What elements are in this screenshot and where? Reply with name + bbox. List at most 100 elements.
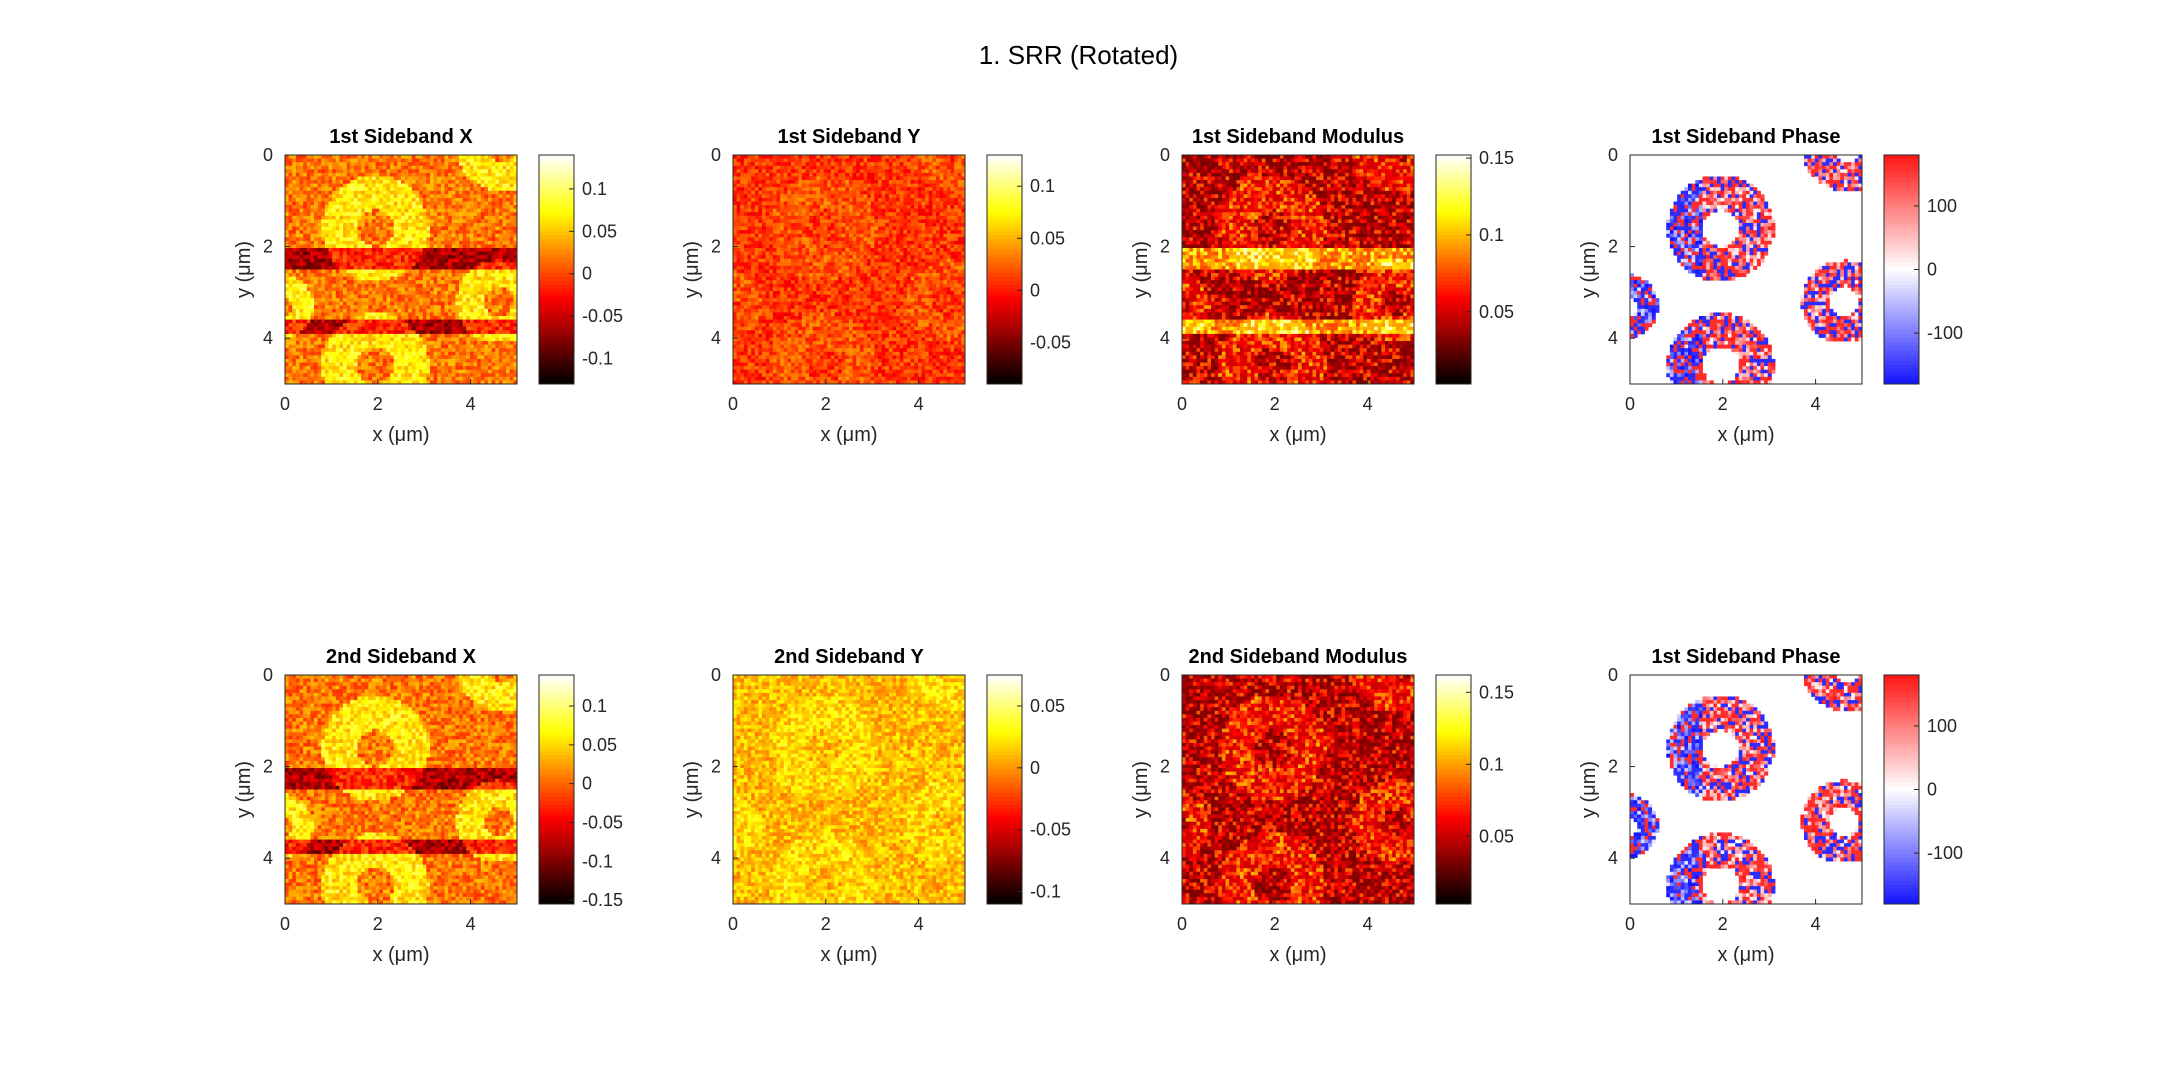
heatmap-cell bbox=[509, 176, 514, 181]
heatmap-cell bbox=[459, 155, 464, 159]
heatmap-cell bbox=[419, 316, 424, 320]
heatmap-cell bbox=[386, 183, 391, 188]
colorbar: 0.10.050-0.05-0.1 bbox=[538, 154, 623, 385]
heatmap-cell bbox=[509, 273, 514, 278]
heatmap-cell bbox=[422, 355, 427, 360]
heatmap-cell bbox=[444, 251, 449, 256]
heatmap-cell bbox=[498, 215, 503, 220]
heatmap-cell bbox=[459, 280, 464, 285]
heatmap-cell bbox=[480, 276, 485, 281]
heatmap-cell bbox=[419, 180, 424, 185]
heatmap-cell bbox=[469, 298, 474, 303]
heatmap-cell bbox=[317, 180, 322, 185]
heatmap-cell bbox=[455, 326, 460, 331]
heatmap-cell bbox=[491, 376, 496, 381]
heatmap-cell bbox=[328, 165, 333, 170]
heatmap-cell bbox=[502, 230, 507, 235]
heatmap-cell bbox=[859, 176, 864, 181]
heatmap-cell bbox=[502, 312, 507, 317]
heatmap-cell bbox=[448, 369, 453, 374]
heatmap-cell bbox=[303, 366, 308, 371]
heatmap-cell bbox=[335, 255, 340, 260]
heatmap-cell bbox=[488, 276, 493, 281]
heatmap-cell bbox=[303, 373, 308, 378]
heatmap-cell bbox=[498, 276, 503, 281]
heatmap-cell bbox=[455, 308, 460, 313]
heatmap-cell bbox=[491, 155, 496, 159]
heatmap-cell bbox=[386, 194, 391, 199]
heatmap-cell bbox=[285, 298, 290, 303]
heatmap-cell bbox=[448, 341, 453, 346]
heatmap-cell bbox=[787, 194, 792, 199]
heatmap-cell bbox=[780, 190, 785, 195]
heatmap-cell bbox=[346, 262, 351, 267]
heatmap-cell bbox=[361, 366, 366, 371]
heatmap-cell bbox=[411, 219, 416, 224]
heatmap-cell bbox=[433, 323, 438, 328]
heatmap-cell bbox=[488, 341, 493, 346]
heatmap-cell bbox=[422, 230, 427, 235]
heatmap-cell bbox=[321, 215, 326, 220]
heatmap-cell bbox=[430, 330, 435, 335]
heatmap-cell bbox=[513, 258, 518, 263]
heatmap-cell bbox=[415, 380, 420, 385]
heatmap-cell bbox=[321, 323, 326, 328]
heatmap-cell bbox=[314, 155, 319, 159]
heatmap-cell bbox=[809, 194, 814, 199]
heatmap-cell bbox=[469, 323, 474, 328]
heatmap-cell bbox=[484, 165, 489, 170]
heatmap-cell bbox=[444, 280, 449, 285]
heatmap-cell bbox=[498, 190, 503, 195]
heatmap-cell bbox=[353, 308, 358, 313]
heatmap-cell bbox=[440, 373, 445, 378]
x-axis-label: x (μm) bbox=[372, 424, 429, 446]
heatmap-cell bbox=[466, 355, 471, 360]
heatmap-cell bbox=[295, 194, 300, 199]
heatmap-cell bbox=[328, 312, 333, 317]
heatmap-cell bbox=[769, 169, 774, 174]
heatmap-cell bbox=[488, 194, 493, 199]
heatmap-cell bbox=[488, 205, 493, 210]
heatmap-cell bbox=[506, 330, 511, 335]
heatmap-cell bbox=[350, 355, 355, 360]
heatmap-cell bbox=[346, 155, 351, 159]
heatmap-cell bbox=[506, 197, 511, 202]
heatmap-cell bbox=[498, 341, 503, 346]
heatmap-cell bbox=[892, 183, 897, 188]
heatmap-cell bbox=[758, 162, 763, 167]
heatmap-cell bbox=[787, 180, 792, 185]
heatmap-cell bbox=[469, 240, 474, 245]
heatmap-cell bbox=[491, 190, 496, 195]
heatmap-cell bbox=[415, 180, 420, 185]
heatmap-cell bbox=[495, 172, 500, 177]
heatmap-cell bbox=[364, 180, 369, 185]
heatmap-cell bbox=[321, 190, 326, 195]
heatmap-cell bbox=[310, 215, 315, 220]
heatmap-cell bbox=[776, 155, 781, 159]
heatmap-cell bbox=[346, 165, 351, 170]
heatmap-cell bbox=[324, 262, 329, 267]
heatmap-cell bbox=[350, 190, 355, 195]
heatmap-cell bbox=[411, 233, 416, 238]
heatmap-cell bbox=[495, 323, 500, 328]
heatmap-cell bbox=[408, 169, 413, 174]
heatmap-cell bbox=[433, 172, 438, 177]
heatmap-cell bbox=[437, 380, 442, 385]
heatmap-cell bbox=[299, 380, 304, 385]
heatmap-cell bbox=[473, 222, 478, 227]
heatmap-cell bbox=[896, 176, 901, 181]
heatmap-cell bbox=[509, 283, 514, 288]
heatmap-cell bbox=[379, 351, 384, 356]
heatmap-cell bbox=[390, 308, 395, 313]
heatmap-cell bbox=[382, 169, 387, 174]
heatmap-cell bbox=[411, 337, 416, 342]
heatmap-cell bbox=[513, 265, 518, 270]
heatmap-cell bbox=[513, 326, 518, 331]
colorbar-segment bbox=[539, 319, 574, 324]
heatmap-cell bbox=[408, 380, 413, 385]
heatmap-cell bbox=[393, 194, 398, 199]
heatmap-cell bbox=[502, 269, 507, 274]
heatmap-cell bbox=[506, 230, 511, 235]
heatmap-cell bbox=[306, 262, 311, 267]
heatmap-cell bbox=[368, 348, 373, 353]
